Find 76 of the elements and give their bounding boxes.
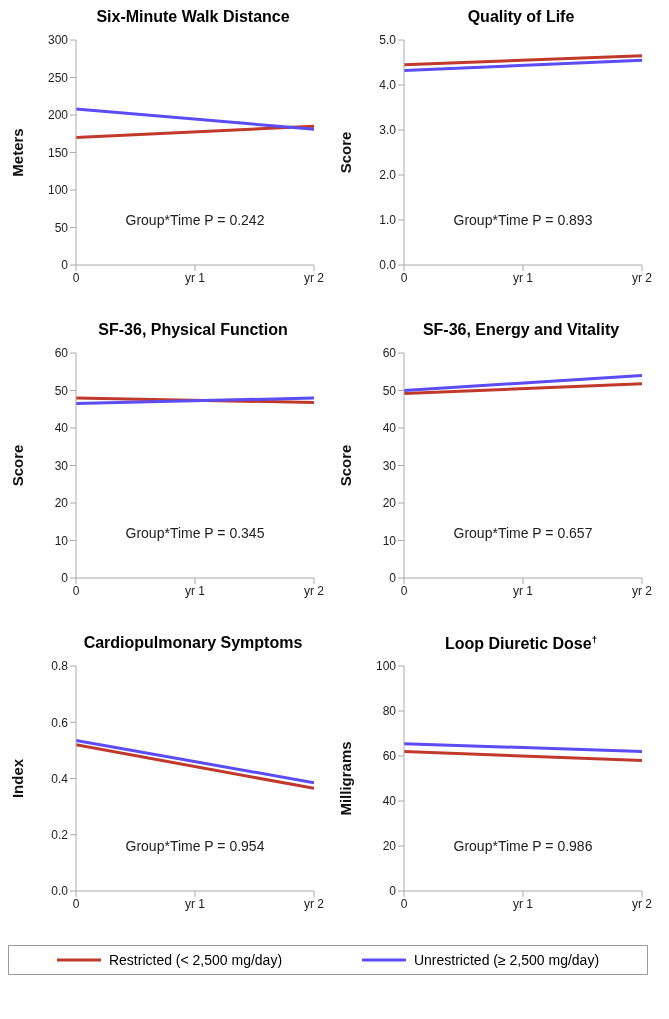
x-tick-label: 0 [72,896,80,911]
y-tick-label: 0.0 [51,884,69,899]
annotation: Group*Time P = 0.986 [452,838,594,855]
y-tick-label: 30 [54,458,69,473]
x-tick-label: 0 [400,896,408,911]
y-tick-label: 250 [47,70,69,85]
x-tick-label: 0 [72,583,80,598]
y-tick-label: 100 [375,659,397,674]
chart-title: Loop Diuretic Dose$^{†}$ [444,634,598,653]
y-tick-label: 100 [47,183,69,198]
y-axis-title: Milligrams [337,741,355,816]
y-tick-label: 60 [382,346,397,361]
y-tick-label: 0 [61,258,69,273]
x-tick-label: 0 [400,270,408,285]
chart-title: Quality of Life [467,8,575,25]
chart-title: SF-36, Physical Function [98,321,288,338]
x-tick-label: yr 2 [303,583,325,598]
y-axis-title: Score [337,131,355,174]
y-tick-label: 4.0 [379,78,397,93]
y-tick-label: 150 [47,145,69,160]
y-tick-label: 0.8 [51,659,69,674]
y-tick-label: 0.0 [379,258,397,273]
annotation: Group*Time P = 0.657 [452,525,594,542]
x-tick-label: yr 1 [184,583,206,598]
x-tick-label: yr 2 [631,270,653,285]
x-tick-label: yr 2 [303,896,325,911]
y-tick-label: 300 [47,33,69,48]
chart-title: Six-Minute Walk Distance [96,8,290,25]
y-tick-label: 60 [382,749,397,764]
y-axis-title: Meters [9,128,27,177]
y-tick-label: 20 [54,496,69,511]
x-tick-label: yr 1 [512,896,534,911]
y-tick-label: 40 [382,421,397,436]
annotation: Group*Time P = 0.893 [452,212,594,229]
y-tick-label: 0.2 [51,828,69,843]
y-tick-label: 40 [54,421,69,436]
y-tick-label: 50 [54,383,69,398]
y-tick-label: 40 [382,794,397,809]
y-tick-label: 0.6 [51,715,69,730]
y-tick-label: 5.0 [379,33,397,48]
y-tick-label: 10 [54,533,69,548]
legend-label: Restricted (< 2,500 mg/day) [108,952,283,968]
y-tick-label: 20 [382,839,397,854]
y-tick-label: 0 [389,884,397,899]
y-tick-label: 0 [61,571,69,586]
y-tick-label: 30 [382,458,397,473]
annotation: Group*Time P = 0.242 [124,212,266,229]
x-tick-label: yr 2 [631,583,653,598]
y-tick-label: 80 [382,704,397,719]
y-tick-label: 60 [54,346,69,361]
y-tick-label: 1.0 [379,213,397,228]
x-tick-label: 0 [400,583,408,598]
y-tick-label: 2.0 [379,168,397,183]
x-tick-label: 0 [72,270,80,285]
y-tick-label: 20 [382,496,397,511]
x-tick-label: yr 2 [303,270,325,285]
chart-title: SF-36, Energy and Vitality [422,321,620,338]
y-tick-label: 50 [54,220,69,235]
y-tick-label: 0 [389,571,397,586]
y-axis-title: Index [9,758,27,799]
annotation: Group*Time P = 0.345 [124,525,266,542]
x-tick-label: yr 1 [184,270,206,285]
y-tick-label: 0.4 [51,771,69,786]
y-tick-label: 3.0 [379,123,397,138]
y-tick-label: 10 [382,533,397,548]
y-axis-title: Score [9,444,27,487]
chart-title: Cardiopulmonary Symptoms [83,634,303,651]
annotation: Group*Time P = 0.954 [124,838,266,855]
y-tick-label: 200 [47,108,69,123]
y-axis-title: Score [337,444,355,487]
x-tick-label: yr 1 [512,270,534,285]
y-tick-label: 50 [382,383,397,398]
x-tick-label: yr 2 [631,896,653,911]
legend-label: Unrestricted (≥ 2,500 mg/day) [413,952,600,968]
x-tick-label: yr 1 [184,896,206,911]
x-tick-label: yr 1 [512,583,534,598]
